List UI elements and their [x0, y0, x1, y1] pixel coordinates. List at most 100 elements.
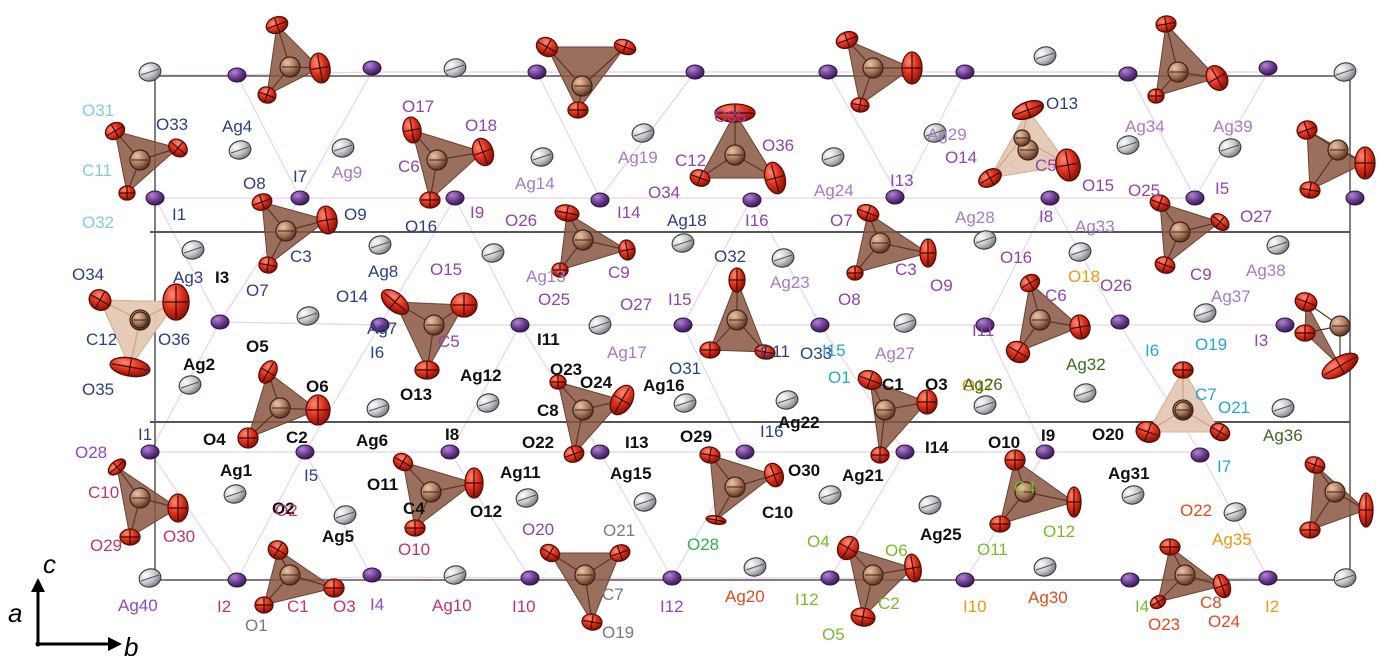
silver-atom [631, 123, 655, 143]
atom-label: O21 [603, 521, 635, 540]
b-axis-label: b [124, 632, 138, 656]
atom-label: C11 [760, 342, 790, 361]
atom-label: I11 [972, 321, 994, 340]
silver-atom [671, 233, 695, 253]
atom-label: O13 [400, 385, 432, 404]
atom-label: C3 [290, 247, 312, 266]
atom-label: I7 [293, 167, 307, 186]
atom-label: C1 [287, 597, 309, 616]
iodine-atom [810, 317, 830, 333]
atom-label: Ag8 [368, 262, 398, 281]
iodine-atom [1190, 447, 1210, 463]
oxygen-atom [1055, 148, 1081, 182]
atom-label: I8 [445, 425, 459, 444]
atom-label: Ag35 [1212, 530, 1252, 549]
c-axis-label: c [43, 549, 56, 579]
silver-atom [368, 235, 392, 255]
oxygen-atom [989, 515, 1011, 533]
atom-label: Ag21 [842, 466, 884, 485]
carbon-atom [1014, 481, 1036, 503]
oxygen-atom [835, 30, 859, 50]
oxygen-atom [464, 467, 484, 499]
iodine-atom [510, 317, 530, 333]
atom-label: O17 [402, 97, 434, 116]
silver-atom [775, 390, 799, 410]
atom-label: O6 [306, 377, 329, 396]
atom-label: O14 [945, 148, 977, 167]
silver-atom [296, 306, 320, 326]
atom-label: O30 [788, 461, 820, 480]
atom-label: O36 [762, 136, 794, 155]
oxygen-atom [254, 596, 274, 614]
atom-label: Ag9 [332, 163, 362, 182]
a-axis-label: a [8, 598, 22, 628]
atom-label: Ag24 [814, 181, 854, 200]
silver-atom [1116, 135, 1140, 155]
oxygen-atom [1205, 65, 1229, 91]
iodine-atom [885, 189, 905, 205]
atom-label: I10 [512, 597, 536, 616]
atom-label: C1 [882, 375, 904, 394]
carbon-atom [572, 399, 594, 421]
atom-label: O22 [522, 433, 554, 452]
iodine-atom [1110, 314, 1130, 330]
oxygen-atom [1209, 422, 1231, 442]
iodine-atom [295, 444, 315, 460]
silver-atom [331, 138, 355, 158]
network-link [449, 324, 521, 453]
oxygen-atom [450, 292, 478, 318]
carbon-atom [862, 564, 884, 586]
oxygen-atom [107, 458, 127, 476]
atom-label: O12 [1043, 522, 1075, 541]
carbon-atom [269, 397, 291, 419]
atom-label: Ag23 [770, 273, 810, 292]
oxygen-atom [1304, 456, 1326, 474]
oxygen-atom [567, 101, 589, 119]
iodine-atom [590, 444, 610, 460]
atom-label: O10 [398, 540, 430, 559]
c-axis-arrowhead [31, 578, 45, 592]
carbon-atom [726, 309, 748, 331]
oxygen-atom [919, 238, 937, 268]
silver-atom [1266, 235, 1290, 255]
atom-label: I16 [745, 211, 769, 230]
oxygen-atom [1149, 194, 1171, 212]
silver-atom [821, 147, 845, 167]
silver-atom [443, 565, 467, 585]
atom-label: Ag33 [1075, 217, 1115, 236]
atom-label: O20 [522, 520, 554, 539]
silver-atom [633, 492, 657, 512]
oxygen-atom [856, 203, 880, 223]
silver-atom [588, 315, 612, 335]
oxygen-atom [846, 265, 864, 281]
atom-label: Ag5 [322, 527, 354, 546]
atom-label: O1 [828, 368, 851, 387]
atom-label: O35 [82, 380, 114, 399]
silver-atom [743, 557, 767, 577]
silver-atom [1333, 568, 1357, 588]
carbon-atom [129, 149, 151, 171]
oxygen-atom [916, 389, 938, 415]
atom-label: Ag37 [1211, 287, 1251, 306]
oxygen-atom [618, 239, 636, 261]
atom-label: Ag25 [920, 525, 962, 544]
atom-label: O26 [505, 211, 537, 230]
oxygen-atom [551, 262, 569, 278]
atom-label: Ag31 [1108, 464, 1150, 483]
oxygen-atom [257, 86, 277, 104]
atom-label: I2 [217, 597, 231, 616]
oxygen-atom [1004, 449, 1026, 471]
silver-atom [1193, 303, 1217, 323]
oxygen-atom [323, 578, 345, 598]
atom-label: O24 [1208, 612, 1240, 631]
iodine-atom [440, 444, 460, 460]
iodine-atom [1120, 572, 1140, 588]
oxygen-atom [1149, 594, 1167, 610]
atom-label: Ag3 [173, 268, 203, 287]
atom-label: C6 [398, 157, 420, 176]
iodine-atom [1275, 317, 1295, 333]
atom-label: O6 [885, 541, 908, 560]
atom-label: Ag18 [667, 211, 707, 230]
atom-label: O20 [1092, 425, 1124, 444]
